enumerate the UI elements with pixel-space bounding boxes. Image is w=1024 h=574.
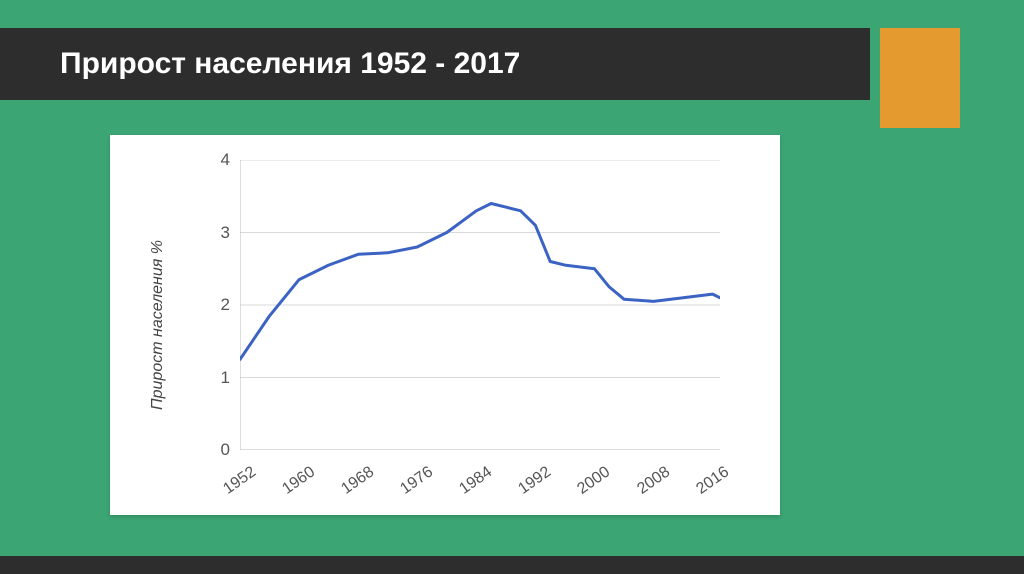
accent-block	[880, 28, 960, 128]
x-tick: 2008	[634, 463, 673, 498]
chart-svg	[240, 160, 720, 450]
x-tick: 1976	[397, 463, 436, 498]
x-tick: 1992	[516, 463, 555, 498]
x-tick: 1952	[220, 463, 259, 498]
chart-card: Прирост населения % 01234195219601968197…	[110, 135, 780, 515]
y-tick: 3	[200, 223, 230, 243]
header: Прирост населения 1952 - 2017	[0, 28, 1024, 100]
x-tick: 1960	[279, 463, 318, 498]
chart-inner: Прирост населения % 01234195219601968197…	[110, 135, 780, 515]
bottom-bar	[0, 556, 1024, 574]
x-tick: 1984	[457, 463, 496, 498]
slide-title: Прирост населения 1952 - 2017	[60, 47, 520, 81]
x-tick: 1968	[338, 463, 377, 498]
series-line	[240, 204, 720, 360]
y-axis-label: Прирост населения %	[149, 240, 167, 410]
title-bar: Прирост населения 1952 - 2017	[0, 28, 870, 100]
x-tick: 2016	[693, 463, 732, 498]
y-tick: 4	[200, 150, 230, 170]
y-tick: 1	[200, 368, 230, 388]
x-tick: 2000	[575, 463, 614, 498]
plot-area: 0123419521960196819761984199220002008201…	[240, 160, 720, 450]
y-tick: 0	[200, 440, 230, 460]
y-tick: 2	[200, 295, 230, 315]
